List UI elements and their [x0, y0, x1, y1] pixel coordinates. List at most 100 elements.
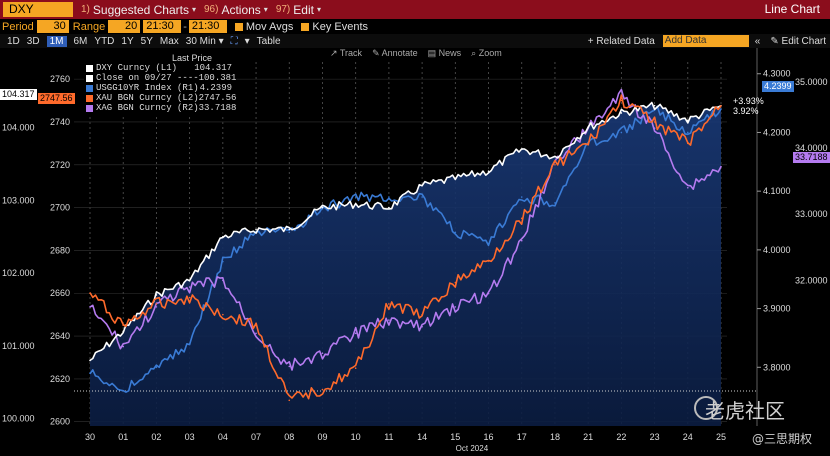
legend-row[interactable]: DXY Curncy (L1) 104.317 — [86, 63, 232, 73]
x-tick-label: 15 — [450, 432, 460, 442]
annotate-tool[interactable]: ✎ Annotate — [372, 48, 418, 58]
menu-number: 1) — [81, 4, 90, 15]
series-line-r2 — [89, 88, 722, 371]
data-point — [222, 260, 224, 263]
range-end-input[interactable]: 21:30 — [188, 20, 227, 33]
period-label: Period — [2, 20, 34, 33]
series-swatch — [86, 64, 93, 72]
related-data-button[interactable]: + Related Data — [587, 35, 655, 47]
l1-tick-label: 100.000 — [2, 414, 35, 424]
news-tool[interactable]: ▤ News — [427, 48, 462, 58]
pct-change-1: +3.93% — [733, 96, 764, 106]
data-point — [554, 202, 556, 204]
track-label: Track — [339, 48, 363, 58]
checkbox-icon — [301, 22, 310, 31]
period-max[interactable]: Max — [159, 35, 179, 47]
data-point — [487, 292, 490, 295]
interval-label: 30 Min — [185, 35, 216, 47]
period-ytd[interactable]: YTD — [94, 35, 115, 47]
data-point — [321, 352, 324, 355]
track-tool[interactable]: ↗ Track — [330, 48, 363, 58]
period-6m[interactable]: 6M — [73, 35, 88, 47]
menu-number: 96) — [203, 4, 219, 15]
ticker-field[interactable]: DXY Curncy — [3, 2, 73, 31]
series-line-l1 — [89, 101, 722, 362]
toolbar-right: + Related Data Add Data « ✎ Edit Chart — [588, 34, 830, 48]
legend-series-value: 104.317 — [194, 63, 232, 73]
suggested-charts-menu[interactable]: 1) Suggested Charts ▾ — [81, 3, 196, 17]
menu-label: Edit — [293, 2, 314, 17]
data-point — [720, 165, 722, 168]
watermark-brand: 老虎社区 — [705, 399, 785, 423]
title-bar: DXY Curncy 1) Suggested Charts ▾ 96) Act… — [0, 0, 830, 31]
period-3d[interactable]: 3D — [26, 35, 40, 47]
mov-avgs-toggle[interactable]: Mov Avgs — [234, 20, 294, 33]
data-point — [354, 332, 357, 335]
data-point — [487, 170, 490, 172]
data-point — [720, 108, 722, 110]
r2-tick-label: 33.0000 — [795, 209, 828, 219]
l2-tick-label: 2660 — [50, 288, 70, 298]
mov-avgs-label: Mov Avgs — [245, 20, 294, 33]
usgg-last-tag: 4.2399 — [762, 81, 794, 92]
watermark-logo-icon — [694, 396, 718, 420]
x-tick-label: 16 — [484, 432, 494, 442]
period-1d[interactable]: 1D — [7, 35, 20, 47]
period-5y[interactable]: 5Y — [140, 35, 153, 47]
legend-series-value: 4.2399 — [199, 83, 232, 93]
l2-tick-label: 2740 — [50, 117, 70, 127]
table-toggle[interactable]: Table — [256, 35, 281, 47]
data-point — [520, 148, 523, 151]
collapse-icon[interactable]: « — [754, 35, 761, 47]
data-point — [321, 206, 324, 209]
range-input[interactable]: 20 — [108, 20, 141, 33]
r1-tick-label: 3.8000 — [763, 362, 791, 372]
chart-type-title: Line Chart — [764, 2, 820, 16]
data-point — [122, 389, 125, 392]
edit-menu[interactable]: 97) Edit ▾ — [276, 3, 321, 17]
caret-down-icon[interactable]: ▾ — [244, 35, 250, 47]
legend-row[interactable]: XAU BGN Curncy (L2) 2747.56 — [86, 93, 236, 103]
key-events-toggle[interactable]: Key Events — [301, 21, 368, 33]
period-1y[interactable]: 1Y — [121, 35, 134, 47]
zoom-label: Zoom — [478, 48, 502, 58]
data-point — [188, 279, 191, 282]
zoom-tool[interactable]: ⌕ Zoom — [471, 48, 502, 58]
menu-number: 97) — [275, 4, 291, 15]
data-point — [487, 260, 490, 262]
series-line-l2 — [89, 94, 722, 400]
r1-tick-label: 3.9000 — [763, 304, 791, 314]
edit-chart-button[interactable]: ✎ Edit Chart — [770, 35, 826, 47]
xau-last-tag: 2747.56 — [38, 93, 75, 104]
legend-row[interactable]: USGG10YR Index (R1) 4.2399 — [86, 83, 232, 93]
data-point — [255, 228, 257, 231]
l1-tick-label: 101.000 — [2, 341, 35, 351]
data-point — [653, 127, 656, 129]
r2-tick-label: 35.0000 — [795, 77, 828, 87]
period-input[interactable]: 30 — [36, 20, 69, 33]
period-1m[interactable]: 1M — [46, 35, 67, 47]
interval-select[interactable]: 30 Min ▾ — [186, 36, 224, 47]
data-point — [155, 294, 158, 296]
caret-down-icon: ▾ — [316, 5, 321, 14]
add-data-input[interactable]: Add Data — [662, 35, 749, 47]
range-label: Range — [72, 20, 106, 33]
series-lines — [89, 88, 722, 402]
edit-chart-label: Edit Chart — [781, 35, 826, 47]
x-tick-label: 07 — [251, 432, 261, 442]
data-point — [89, 306, 91, 308]
menu-label: Suggested Charts — [92, 2, 189, 17]
parameter-bar: Period 30 Range 20 21:30 - 21:30 Mov Avg… — [0, 19, 830, 34]
data-point — [155, 366, 158, 369]
data-point — [454, 281, 457, 284]
l2-tick-label: 2680 — [50, 245, 70, 255]
legend-row[interactable]: Close on 09/27 ---- 100.381 — [86, 73, 236, 83]
chart-style-icon[interactable]: ⛶ — [230, 35, 238, 47]
x-tick-label: 24 — [683, 432, 693, 442]
range-start-input[interactable]: 21:30 — [143, 20, 182, 33]
line-chart[interactable]: 30 01 02 03 04 07 08 09 10 11 14 15 16 17 18 21 22 23 24 25… — [0, 48, 830, 456]
legend-row[interactable]: XAG BGN Curncy (R2) 33.7188 — [86, 103, 236, 113]
actions-menu[interactable]: 96) Actions ▾ — [204, 3, 268, 17]
data-point — [354, 196, 357, 198]
data-point — [321, 388, 324, 391]
